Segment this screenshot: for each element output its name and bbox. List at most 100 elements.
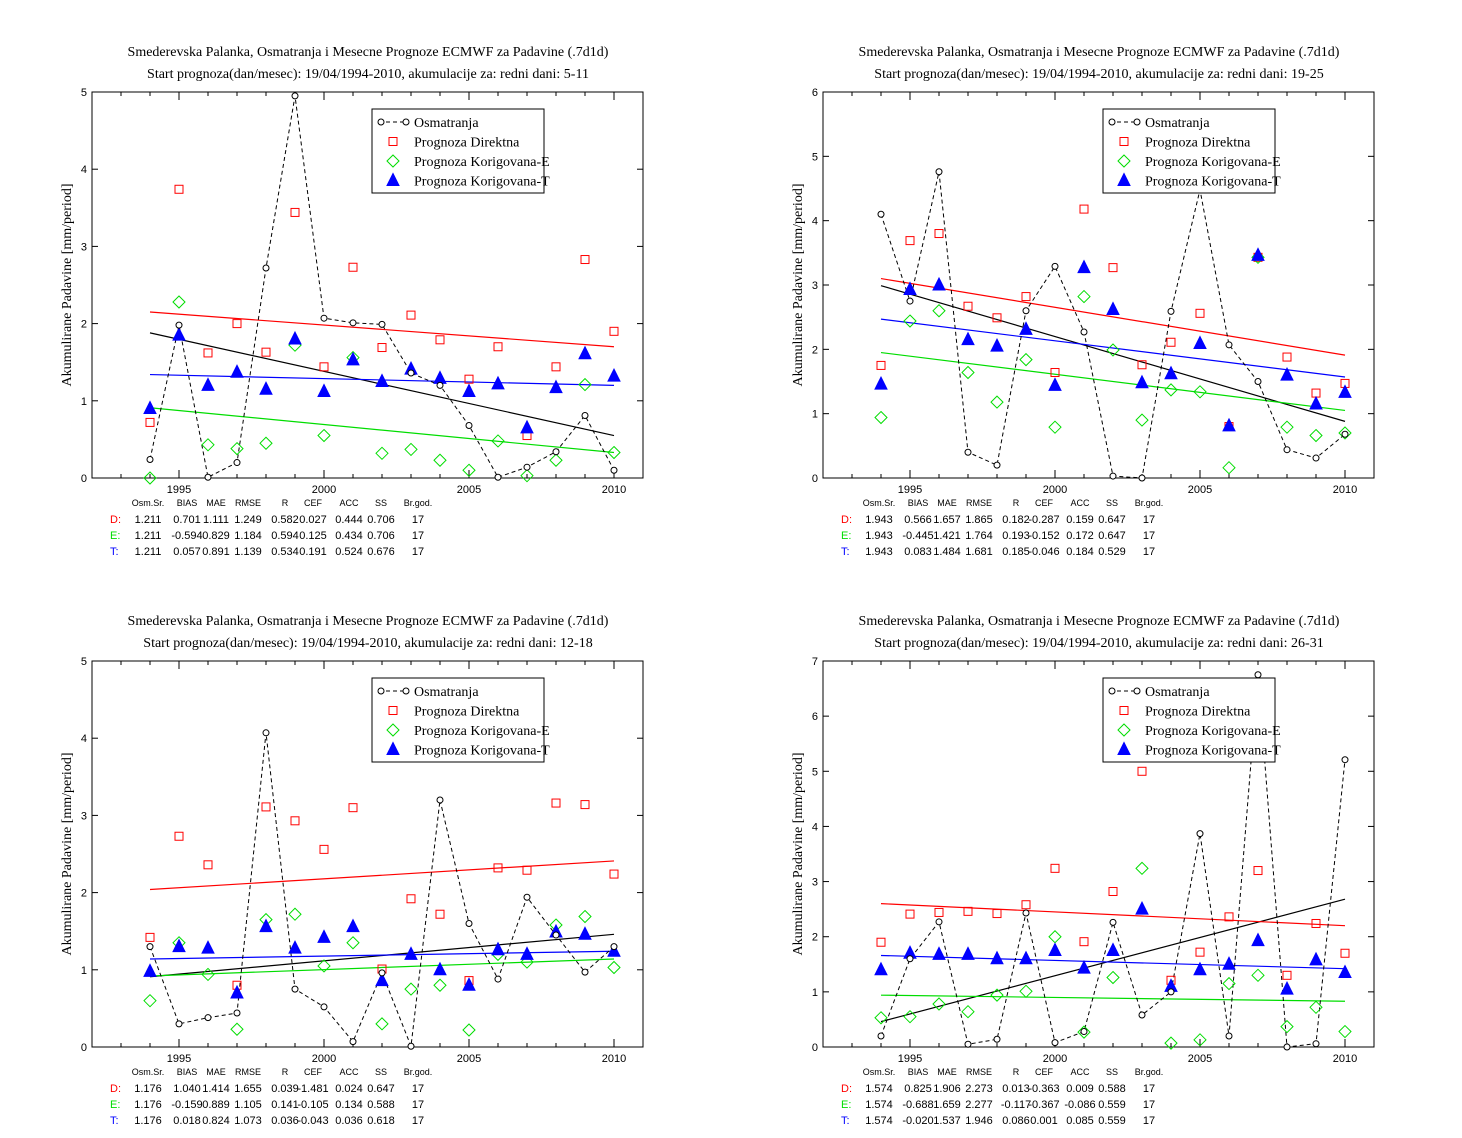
observation-point xyxy=(1109,472,1117,480)
stats-value: 1.764 xyxy=(965,530,993,542)
stats-value: 1.681 xyxy=(965,546,993,558)
direct-forecast-point xyxy=(1050,863,1060,873)
corrected-e-point xyxy=(903,314,917,328)
stats-value: 1.659 xyxy=(933,1099,961,1111)
stats-value: 1.574 xyxy=(865,1083,893,1095)
direct-forecast-point xyxy=(1195,947,1205,957)
observation-trend-line xyxy=(880,898,1346,1023)
direct-forecast-point xyxy=(203,348,213,358)
y-tick-label: 1 xyxy=(81,965,87,977)
corrected-e-point xyxy=(1222,460,1236,475)
stats-header: BIAS xyxy=(177,498,198,508)
stats-header: SS xyxy=(1106,498,1118,508)
stats-header: BIAS xyxy=(177,1067,198,1077)
observation-point xyxy=(1051,1039,1059,1047)
stats-header: MAE xyxy=(206,1067,226,1077)
corrected-t-point xyxy=(404,946,418,960)
stats-value: 0.676 xyxy=(367,546,395,558)
y-tick-label: 3 xyxy=(81,810,87,822)
plot-frame xyxy=(91,660,644,1048)
direct-forecast-point xyxy=(174,831,184,841)
stats-value: 0.027 xyxy=(299,514,327,526)
corrected-e-point xyxy=(1338,1024,1352,1039)
x-tick-label: 2010 xyxy=(1333,484,1357,496)
y-axis-label: Akumulirane Padavine [mm/period] xyxy=(60,753,75,956)
stats-value: 17 xyxy=(412,546,424,558)
corrected-e-point xyxy=(172,295,186,309)
direct-trend-line xyxy=(880,903,1346,927)
observation-point xyxy=(877,1032,885,1040)
corrected-e-point xyxy=(1019,352,1033,367)
corrected-e-point xyxy=(1280,420,1294,434)
y-tick-label: 5 xyxy=(81,656,87,668)
series-corrected-t-points xyxy=(143,327,621,434)
legend-corrected-t-marker xyxy=(386,741,400,755)
corrected-t-point xyxy=(1048,377,1062,391)
stats-value: 1.211 xyxy=(135,530,162,542)
y-tick-label: 6 xyxy=(812,87,818,99)
observation-point xyxy=(906,297,914,305)
observation-point xyxy=(1138,474,1146,482)
corrected-e-trend-line xyxy=(880,351,1346,412)
observation-point xyxy=(1225,341,1233,349)
corrected-t-point xyxy=(375,972,389,987)
y-tick-label: 5 xyxy=(812,766,818,778)
legend-direct-forecast-marker xyxy=(1119,706,1129,715)
stats-value: 0.184 xyxy=(1066,546,1094,558)
stats-header: RMSE xyxy=(966,498,992,508)
corrected-e-point xyxy=(1164,1036,1178,1050)
direct-forecast-point xyxy=(1108,886,1118,896)
stats-value: 1.657 xyxy=(933,514,961,526)
stats-value: 17 xyxy=(1143,514,1155,526)
chart-subtitle: Start prognoza(dan/mesec): 19/04/1994-20… xyxy=(147,67,589,82)
direct-forecast-point xyxy=(609,326,619,336)
direct-forecast-point xyxy=(1282,352,1292,362)
observation-point xyxy=(581,968,589,976)
observation-point xyxy=(1254,378,1262,385)
legend-label: Osmatranja xyxy=(414,685,479,700)
corrected-t-point xyxy=(1251,247,1265,261)
stats-value: 0.125 xyxy=(299,530,327,542)
corrected-t-point xyxy=(259,918,273,933)
corrected-t-point xyxy=(549,379,563,394)
observation-point xyxy=(523,463,531,471)
stats-value: 0.009 xyxy=(1066,1083,1094,1095)
legend-observation-marker xyxy=(402,118,410,126)
y-tick-label: 5 xyxy=(812,151,818,163)
stats-value: 0.891 xyxy=(202,546,230,558)
direct-forecast-point xyxy=(522,865,532,875)
stats-value: 0.647 xyxy=(1098,514,1126,526)
corrected-t-point xyxy=(1019,950,1033,965)
corrected-t-trend-line xyxy=(880,318,1346,378)
chart-svg: Smederevska Palanka, Osmatranja i Mesecn… xyxy=(791,614,1375,1127)
direct-forecast-point xyxy=(1166,337,1176,347)
x-tick-label: 2010 xyxy=(602,1053,626,1065)
legend-direct-forecast-marker xyxy=(388,706,398,715)
direct-forecast-point xyxy=(406,894,416,904)
stats-header: Osm.Sr. xyxy=(863,1067,896,1077)
corrected-t-point xyxy=(143,400,157,415)
stats-value: -0.043 xyxy=(297,1115,328,1127)
stats-value: 0.701 xyxy=(173,514,201,526)
stats-value: 0.134 xyxy=(335,1099,363,1111)
stats-label-direct: D: xyxy=(110,1083,121,1095)
series-direct-forecast-points xyxy=(145,798,619,990)
observation-point xyxy=(1341,430,1349,438)
stats-value: 0.647 xyxy=(1098,530,1126,542)
stats-value: 0.434 xyxy=(335,530,363,542)
y-tick-label: 3 xyxy=(812,877,818,889)
corrected-t-point xyxy=(462,977,476,991)
corrected-t-point xyxy=(520,946,534,960)
observation-point xyxy=(1138,1011,1146,1019)
stats-value: 0.824 xyxy=(202,1115,230,1127)
series-corrected-e-points xyxy=(874,861,1352,1050)
observation-point xyxy=(146,455,154,463)
observation-line xyxy=(149,732,615,1047)
legend-corrected-t-marker xyxy=(1117,172,1131,186)
stats-value: 0.582 xyxy=(271,514,299,526)
series-direct-forecast-points xyxy=(145,184,619,441)
x-tick-label: 2005 xyxy=(457,484,481,496)
direct-forecast-point xyxy=(1079,204,1089,214)
corrected-t-point xyxy=(1106,942,1120,956)
stats-value: -0.367 xyxy=(1028,1099,1059,1111)
